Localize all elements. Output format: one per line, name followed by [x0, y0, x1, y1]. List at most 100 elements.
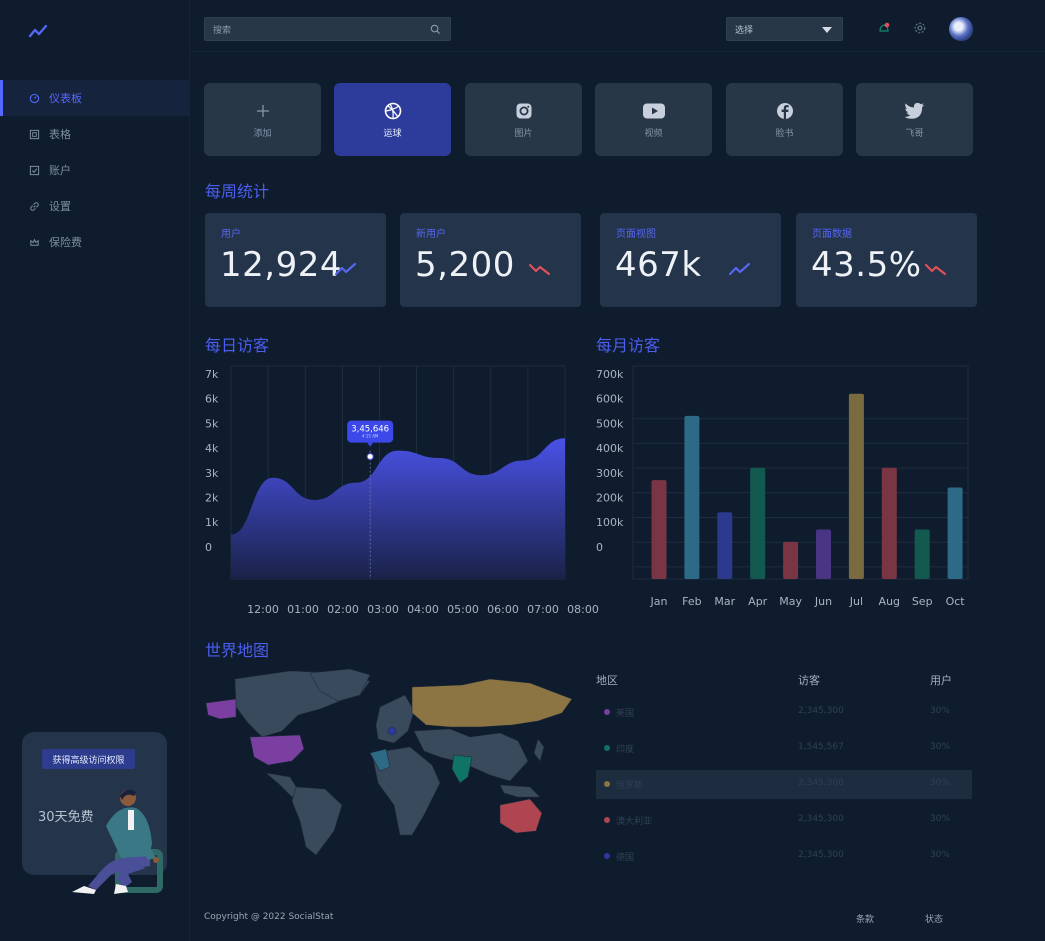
x-tick-label: 05:00: [447, 603, 479, 615]
trend-down-icon: [924, 263, 947, 276]
cell-visitors: 2,345,300: [798, 814, 844, 824]
chart-tooltip: 3,45,646 4:15 AM: [347, 420, 394, 447]
tile-instagram[interactable]: 图片: [465, 83, 582, 156]
x-tick-label: 01:00: [287, 603, 319, 615]
tile-add[interactable]: 添加: [204, 83, 321, 156]
map-region-usa[interactable]: [249, 734, 305, 766]
bar-jun[interactable]: [816, 529, 831, 579]
stat-label: 新用户: [416, 229, 446, 240]
y-tick-label: 1k: [205, 516, 219, 529]
brand-logo-icon[interactable]: [28, 22, 48, 40]
y-tick-label: 200k: [596, 492, 624, 505]
select-value: 选择: [735, 25, 754, 36]
cell-users: 30%: [930, 814, 951, 824]
bar-feb[interactable]: [684, 415, 700, 579]
status-link[interactable]: 状态: [925, 915, 944, 925]
map-region-germany[interactable]: [387, 726, 397, 736]
stat-value: 5,200: [415, 245, 515, 285]
tile-dribbble[interactable]: 运球: [334, 83, 451, 156]
notification-icon[interactable]: [877, 21, 891, 35]
terms-link[interactable]: 条款: [856, 915, 875, 925]
column-header-region[interactable]: 地区: [596, 674, 618, 687]
search-bar[interactable]: [204, 17, 451, 42]
x-tick-label: 08:00: [567, 603, 599, 615]
sidebar-item-label: 表格: [49, 128, 71, 141]
y-tick-label: 3k: [205, 467, 219, 480]
stat-card-page-views: 页面视图 467k: [600, 213, 781, 307]
bar-oct[interactable]: [947, 487, 963, 579]
data-point-marker[interactable]: [366, 453, 374, 461]
tile-facebook[interactable]: 脸书: [726, 83, 843, 156]
tile-youtube[interactable]: 视频: [595, 83, 712, 156]
table-row-selected[interactable]: 俄罗斯 2,345,300 30%: [596, 770, 972, 799]
x-tick-label: Feb: [682, 595, 701, 608]
dribbble-icon: [384, 100, 402, 122]
bar-mar[interactable]: [717, 512, 733, 579]
x-tick-label: Aug: [879, 595, 900, 608]
y-tick-label: 5k: [205, 417, 219, 430]
tile-twitter[interactable]: 飞哥: [856, 83, 973, 156]
search-input[interactable]: [205, 20, 450, 42]
map-region-india[interactable]: [451, 754, 473, 784]
stat-value: 12,924: [220, 245, 342, 285]
cell-visitors: 1,545,567: [798, 742, 844, 752]
person-illustration: [72, 789, 163, 894]
cell-region: 澳大利亚: [616, 817, 653, 827]
map-region-australia[interactable]: [499, 798, 543, 834]
weekly-stats-title: 每周统计: [205, 182, 270, 201]
instagram-icon: [515, 100, 533, 122]
sidebar-item-tables[interactable]: 表格: [0, 116, 190, 152]
avatar[interactable]: [949, 17, 973, 41]
gear-icon[interactable]: [913, 21, 927, 35]
cell-visitors: 2,345,300: [798, 778, 844, 788]
world-map[interactable]: [200, 665, 585, 865]
sidebar-item-label: 保险费: [49, 236, 82, 249]
crown-icon: [28, 236, 40, 248]
table-row[interactable]: 德国 2,345,300 30%: [596, 842, 972, 871]
x-tick-label: 12:00: [247, 603, 279, 615]
bar-aug[interactable]: [881, 467, 897, 579]
tile-label: 添加: [253, 129, 272, 139]
trend-up-icon: [728, 262, 751, 276]
x-tick-label: 03:00: [367, 603, 399, 615]
bar-may[interactable]: [783, 541, 799, 579]
map-region-alaska[interactable]: [205, 698, 237, 720]
table-row[interactable]: 澳大利亚 2,345,300 30%: [596, 806, 972, 835]
column-header-visitors[interactable]: 访客: [798, 674, 820, 687]
y-tick-label: 7k: [205, 368, 219, 381]
sidebar-item-settings[interactable]: 设置: [0, 188, 190, 224]
sidebar-nav: 仪表板 表格 账户 设置 保险费: [0, 80, 190, 260]
cell-users: 30%: [930, 850, 951, 860]
y-tick-label: 4k: [205, 442, 219, 455]
sidebar-item-label: 仪表板: [49, 92, 82, 105]
x-axis-ticks: 12:00 01:00 02:00 03:00 04:00 05:00 06:00 07:00…: [247, 603, 599, 615]
bar-jan[interactable]: [651, 480, 667, 579]
sidebar-item-account[interactable]: 账户: [0, 152, 190, 188]
world-map-title: 世界地图: [205, 641, 270, 660]
y-tick-label: 0: [205, 541, 212, 554]
sidebar-item-premium[interactable]: 保险费: [0, 224, 190, 260]
x-tick-label: 04:00: [407, 603, 439, 615]
bar-sep[interactable]: [914, 529, 930, 579]
trend-down-icon: [528, 263, 551, 276]
facebook-icon: [776, 100, 794, 122]
table-icon: [28, 128, 40, 140]
search-icon[interactable]: [430, 24, 441, 35]
legend-dot: [604, 709, 610, 715]
youtube-icon: [642, 100, 666, 122]
table-row[interactable]: 印度 1,545,567 30%: [596, 734, 972, 763]
cell-region: 德国: [616, 853, 635, 863]
tile-label: 视频: [644, 129, 663, 139]
stat-label: 页面视图: [616, 229, 656, 240]
map-region-algeria[interactable]: [369, 748, 391, 772]
bar-jul[interactable]: [848, 393, 864, 579]
column-header-users[interactable]: 用户: [930, 674, 952, 687]
select-dropdown[interactable]: 选择: [726, 17, 843, 41]
x-tick-label: Jun: [814, 595, 832, 608]
bar-apr[interactable]: [750, 467, 766, 579]
table-row[interactable]: 美国 2,345,300 30%: [596, 698, 972, 727]
get-premium-button[interactable]: 获得高级访问权限: [42, 749, 135, 769]
map-region-russia[interactable]: [411, 678, 573, 728]
sidebar-item-dashboard[interactable]: 仪表板: [0, 80, 190, 116]
x-tick-label: Jan: [650, 595, 668, 608]
